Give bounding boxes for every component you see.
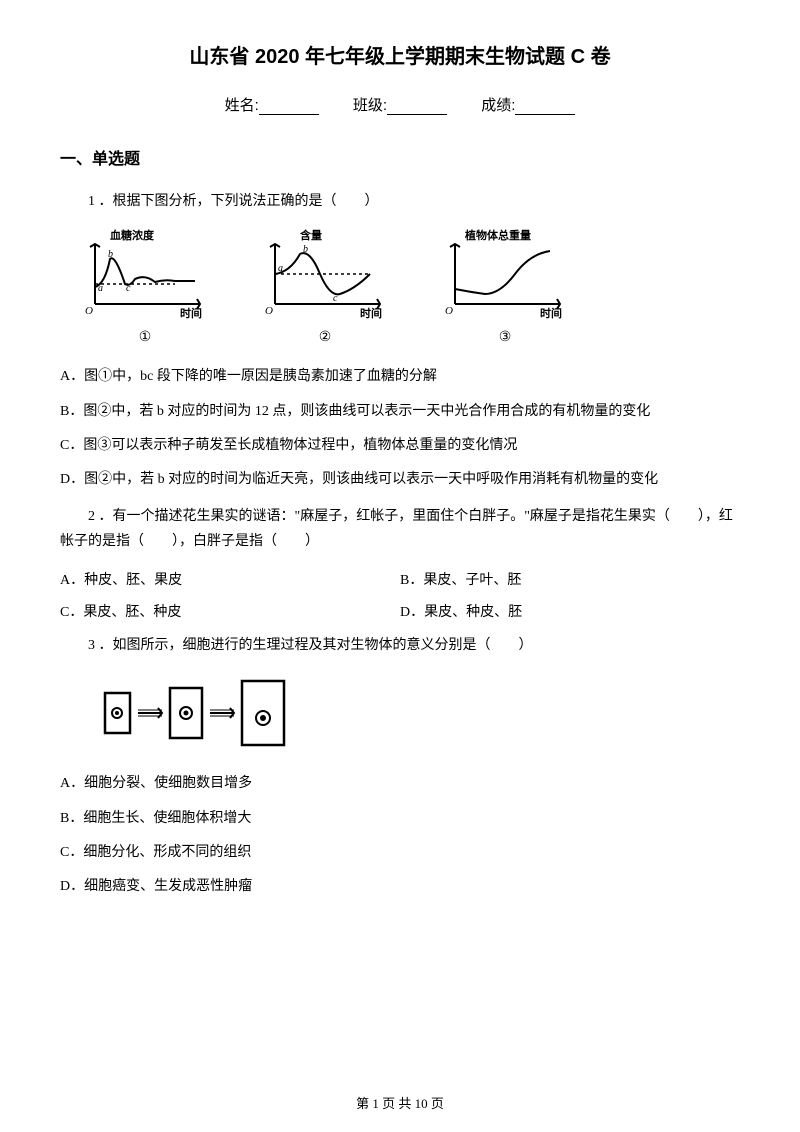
q3-optB: B．细胞生长、使细胞体积增大 [60,808,740,830]
svg-text:O: O [445,305,453,317]
q3-optA: A．细胞分裂、使细胞数目增多 [60,773,740,795]
svg-text:O: O [265,305,273,317]
svg-text:c: c [333,293,338,304]
score-blank [515,100,575,115]
page-title: 山东省 2020 年七年级上学期期末生物试题 C 卷 [60,40,740,69]
class-label: 班级: [353,97,387,114]
section-header: 一、单选题 [60,145,740,169]
svg-text:c: c [126,283,131,294]
chart1-xlabel: 时间 [180,306,202,319]
q3-text: 3 ．如图所示，细胞进行的生理过程及其对生物体的意义分别是（ ） [60,633,740,658]
chart1-num: ① [80,329,210,346]
svg-text:a: a [278,263,283,274]
chart3-ylabel: 植物体总重量 [464,229,531,242]
q3-svg [100,678,330,748]
svg-text:O: O [85,305,93,317]
q1-text: 1 ．根据下图分析，下列说法正确的是（ ） [60,189,740,214]
svg-text:a: a [98,283,103,294]
q1-optB: B．图②中，若 b 对应的时间为 12 点，则该曲线可以表示一天中光合作用合成的… [60,401,740,423]
q2-optC: C．果皮、胚、种皮 [60,601,400,621]
q2-optB: B．果皮、子叶、胚 [400,569,740,589]
page-footer: 第 1 页 共 10 页 [0,1093,800,1112]
student-info-line: 姓名: 班级: 成绩: [60,94,740,115]
svg-text:b: b [108,249,113,260]
q2-optA: A．种皮、胚、果皮 [60,569,400,589]
score-label: 成绩: [481,97,515,114]
q3-optD: D．细胞癌变、生发成恶性肿瘤 [60,876,740,898]
chart3-svg: 植物体总重量 O 时间 [440,229,570,319]
q2-optD: D．果皮、种皮、胚 [400,601,740,621]
q2-text: 2 ．有一个描述花生果实的谜语："麻屋子，红帐子，里面住个白胖子。"麻屋子是指花… [60,504,740,554]
chart-2: 含量 a b c O 时间 ② [260,229,390,346]
name-label: 姓名: [225,97,259,114]
q1-optD: D．图②中，若 b 对应的时间为临近天亮，则该曲线可以表示一天中呼吸作用消耗有机… [60,469,740,491]
chart-1: 血糖浓度 a b c O 时间 ① [80,229,210,346]
chart2-num: ② [260,329,390,346]
chart-3: 植物体总重量 O 时间 ③ [440,229,570,346]
chart3-num: ③ [440,329,570,346]
chart3-xlabel: 时间 [540,306,562,319]
chart2-xlabel: 时间 [360,306,382,319]
q1-optC: C．图③可以表示种子萌发至长成植物体过程中，植物体总重量的变化情况 [60,435,740,457]
class-blank [387,100,447,115]
name-blank [259,100,319,115]
q3-optC: C．细胞分化、形成不同的组织 [60,842,740,864]
chart2-ylabel: 含量 [299,229,322,242]
q1-charts: 血糖浓度 a b c O 时间 ① 含量 a b c O [80,229,740,346]
chart1-ylabel: 血糖浓度 [110,229,155,242]
chart2-svg: 含量 a b c O 时间 [260,229,390,319]
svg-text:b: b [303,244,308,255]
chart1-svg: 血糖浓度 a b c O 时间 [80,229,210,319]
q1-optA: A．图①中，bc 段下降的唯一原因是胰岛素加速了血糖的分解 [60,366,740,388]
q3-diagram [100,678,740,753]
